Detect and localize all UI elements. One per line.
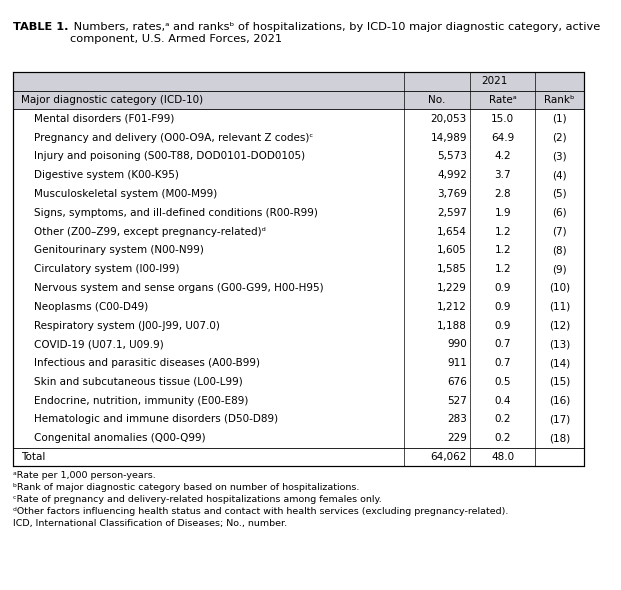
Text: (10): (10): [549, 283, 570, 293]
Text: 2021: 2021: [481, 76, 507, 86]
Text: Rateᵃ: Rateᵃ: [489, 95, 517, 105]
Text: 283: 283: [447, 415, 467, 424]
Text: (4): (4): [553, 170, 567, 180]
Text: Total: Total: [20, 452, 45, 462]
Text: COVID-19 (U07.1, U09.9): COVID-19 (U07.1, U09.9): [20, 339, 163, 349]
Text: TABLE 1.: TABLE 1.: [13, 22, 69, 32]
Text: 527: 527: [447, 396, 467, 406]
Text: (13): (13): [549, 339, 570, 349]
FancyBboxPatch shape: [13, 91, 584, 109]
Text: 1.9: 1.9: [494, 208, 511, 218]
Text: 0.2: 0.2: [494, 415, 511, 424]
Text: Respiratory system (J00-J99, U07.0): Respiratory system (J00-J99, U07.0): [20, 320, 220, 330]
Text: 64,062: 64,062: [430, 452, 467, 462]
Text: (11): (11): [549, 301, 570, 312]
Text: Pregnancy and delivery (O00-O9A, relevant Z codes)ᶜ: Pregnancy and delivery (O00-O9A, relevan…: [20, 133, 313, 143]
Text: 0.9: 0.9: [494, 320, 511, 330]
Text: (14): (14): [549, 358, 570, 368]
Text: (17): (17): [549, 415, 570, 424]
Text: 1,188: 1,188: [437, 320, 467, 330]
Text: Major diagnostic category (ICD-10): Major diagnostic category (ICD-10): [20, 95, 203, 105]
Text: (16): (16): [549, 396, 570, 406]
Text: ᵃRate per 1,000 person-years.: ᵃRate per 1,000 person-years.: [13, 471, 156, 480]
Text: Endocrine, nutrition, immunity (E00-E89): Endocrine, nutrition, immunity (E00-E89): [20, 396, 248, 406]
Text: 0.4: 0.4: [494, 396, 511, 406]
Text: 1.2: 1.2: [494, 245, 511, 255]
Text: 64.9: 64.9: [491, 133, 514, 143]
Text: Rankᵇ: Rankᵇ: [545, 95, 575, 105]
Text: 0.9: 0.9: [494, 301, 511, 312]
Text: 1,605: 1,605: [437, 245, 467, 255]
Text: 20,053: 20,053: [430, 114, 467, 124]
Text: Musculoskeletal system (M00-M99): Musculoskeletal system (M00-M99): [20, 189, 217, 199]
Text: (3): (3): [553, 152, 567, 162]
Text: (2): (2): [553, 133, 567, 143]
Text: 1.2: 1.2: [494, 264, 511, 274]
Text: Injury and poisoning (S00-T88, DOD0101-DOD0105): Injury and poisoning (S00-T88, DOD0101-D…: [20, 152, 305, 162]
Text: 15.0: 15.0: [491, 114, 514, 124]
Text: (6): (6): [553, 208, 567, 218]
Text: 229: 229: [447, 433, 467, 443]
Text: (5): (5): [553, 189, 567, 199]
Text: Hematologic and immune disorders (D50-D89): Hematologic and immune disorders (D50-D8…: [20, 415, 278, 424]
Text: (9): (9): [553, 264, 567, 274]
Text: Infectious and parasitic diseases (A00-B99): Infectious and parasitic diseases (A00-B…: [20, 358, 260, 368]
Text: ᵈOther factors influencing health status and contact with health services (exclu: ᵈOther factors influencing health status…: [13, 507, 509, 516]
Text: (18): (18): [549, 433, 570, 443]
Text: 1,585: 1,585: [437, 264, 467, 274]
Text: ᵇRank of major diagnostic category based on number of hospitalizations.: ᵇRank of major diagnostic category based…: [13, 483, 360, 492]
Text: Numbers, rates,ᵃ and ranksᵇ of hospitalizations, by ICD-10 major diagnostic cate: Numbers, rates,ᵃ and ranksᵇ of hospitali…: [70, 22, 600, 44]
FancyBboxPatch shape: [13, 72, 584, 91]
Text: 3.7: 3.7: [494, 170, 511, 180]
Text: 1.2: 1.2: [494, 227, 511, 237]
Text: 1,212: 1,212: [437, 301, 467, 312]
Text: 0.2: 0.2: [494, 433, 511, 443]
Text: 2,597: 2,597: [437, 208, 467, 218]
Text: 0.5: 0.5: [494, 377, 511, 387]
Text: (8): (8): [553, 245, 567, 255]
Text: 0.7: 0.7: [494, 339, 511, 349]
Text: 14,989: 14,989: [430, 133, 467, 143]
Text: No.: No.: [428, 95, 446, 105]
Text: 2.8: 2.8: [494, 189, 511, 199]
Text: (1): (1): [553, 114, 567, 124]
Text: Other (Z00–Z99, except pregnancy-related)ᵈ: Other (Z00–Z99, except pregnancy-related…: [20, 227, 266, 237]
Text: Congenital anomalies (Q00-Q99): Congenital anomalies (Q00-Q99): [20, 433, 206, 443]
Text: 48.0: 48.0: [491, 452, 514, 462]
Text: Neoplasms (C00-D49): Neoplasms (C00-D49): [20, 301, 148, 312]
Text: 0.7: 0.7: [494, 358, 511, 368]
Text: (12): (12): [549, 320, 570, 330]
Text: 990: 990: [447, 339, 467, 349]
Text: Circulatory system (I00-I99): Circulatory system (I00-I99): [20, 264, 179, 274]
Text: Mental disorders (F01-F99): Mental disorders (F01-F99): [20, 114, 174, 124]
Text: Nervous system and sense organs (G00-G99, H00-H95): Nervous system and sense organs (G00-G99…: [20, 283, 324, 293]
Text: (15): (15): [549, 377, 570, 387]
Text: 4,992: 4,992: [437, 170, 467, 180]
Text: 1,654: 1,654: [437, 227, 467, 237]
Text: 1,229: 1,229: [437, 283, 467, 293]
Text: 3,769: 3,769: [437, 189, 467, 199]
Text: 4.2: 4.2: [494, 152, 511, 162]
Text: ICD, International Classification of Diseases; No., number.: ICD, International Classification of Dis…: [13, 519, 288, 527]
Text: (7): (7): [553, 227, 567, 237]
Text: Digestive system (K00-K95): Digestive system (K00-K95): [20, 170, 179, 180]
Text: 911: 911: [447, 358, 467, 368]
Text: Skin and subcutaneous tissue (L00-L99): Skin and subcutaneous tissue (L00-L99): [20, 377, 243, 387]
Text: 5,573: 5,573: [437, 152, 467, 162]
Text: 0.9: 0.9: [494, 283, 511, 293]
Text: ᶜRate of pregnancy and delivery-related hospitalizations among females only.: ᶜRate of pregnancy and delivery-related …: [13, 495, 382, 504]
Text: Genitourinary system (N00-N99): Genitourinary system (N00-N99): [20, 245, 204, 255]
Text: 676: 676: [447, 377, 467, 387]
Text: Signs, symptoms, and ill-defined conditions (R00-R99): Signs, symptoms, and ill-defined conditi…: [20, 208, 318, 218]
